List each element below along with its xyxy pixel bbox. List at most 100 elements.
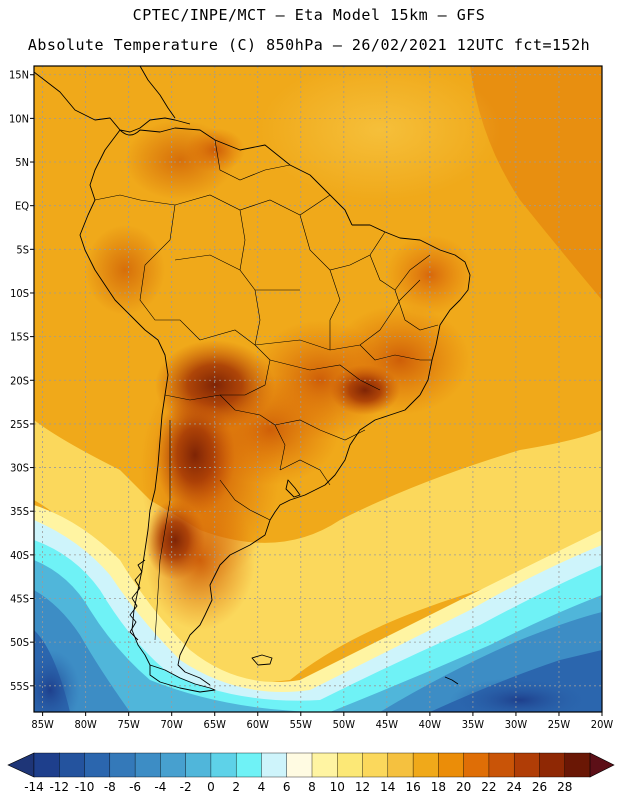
colorbar-swatch	[210, 752, 237, 778]
lat-label: 50S	[10, 636, 29, 649]
border-states-6	[329, 269, 341, 350]
lon-label: 40W	[419, 718, 442, 731]
colorbar-swatch	[564, 752, 591, 778]
colorbar-swatch	[513, 752, 540, 778]
colorbar-label: 12	[355, 780, 370, 794]
field-venezuela-warm	[185, 128, 245, 172]
lon-label: 25W	[548, 718, 571, 731]
coast-south-georgia	[444, 676, 459, 685]
field-ne-atlantic	[470, 66, 602, 300]
border-states-2	[269, 359, 381, 391]
lon-label: 70W	[161, 718, 184, 731]
colorbar-label: -2	[180, 780, 192, 794]
lat-label: 55S	[10, 680, 29, 693]
colorbar-swatch	[463, 752, 490, 778]
field-minas-hot	[330, 365, 400, 415]
colorbar-label: -6	[129, 780, 141, 794]
longitude-labels: 85W 80W 75W 70W 65W 60W 55W 50W 45W 40W 35W 30W 25W 2…	[31, 712, 613, 731]
colorbar-label: 8	[308, 780, 316, 794]
colorbar-label: 10	[330, 780, 345, 794]
colorbar-label: 22	[481, 780, 496, 794]
lat-label: 20S	[10, 374, 29, 387]
lat-label: 25S	[10, 418, 29, 431]
colorbar-low-arrow	[7, 752, 35, 778]
lat-label: 5N	[15, 156, 29, 169]
colorbar-swatch	[134, 752, 161, 778]
border-states-9	[359, 344, 432, 361]
lon-label: 65W	[204, 718, 227, 731]
border-ecuador	[94, 194, 141, 201]
colorbar-swatch	[109, 752, 136, 778]
border-chile-argentina-north	[164, 394, 221, 401]
coast-caribbean	[139, 65, 176, 119]
colorbar-swatch	[387, 752, 414, 778]
colorbar-swatch	[488, 752, 515, 778]
coast-chile-fjords	[129, 559, 146, 641]
temperature-field	[34, 66, 602, 712]
colorbar-swatch	[185, 752, 212, 778]
colorbar-swatch	[84, 752, 111, 778]
lat-label: 10N	[9, 112, 29, 125]
colorbar-swatch	[311, 752, 338, 778]
colorbar-label: 0	[207, 780, 215, 794]
field-deep-blue-se	[450, 678, 590, 712]
colorbar-label: 20	[456, 780, 471, 794]
colorbar-label: 2	[232, 780, 240, 794]
latitude-labels: 15N 10N 5N EQ 5S 10S 15S 20S 25S 30S 35S 40S 45S 50S 5…	[9, 69, 34, 693]
colorbar-swatch	[337, 752, 364, 778]
coast-lagoon	[285, 479, 301, 498]
colorbar-label: -12	[49, 780, 69, 794]
colorbar-swatch	[539, 752, 566, 778]
colorbar-swatch	[160, 752, 187, 778]
lat-label: 35S	[10, 505, 29, 518]
colorbar-label: -10	[75, 780, 95, 794]
colorbar-label: 14	[380, 780, 395, 794]
border-states-3	[274, 419, 366, 441]
colorbar-label: 24	[507, 780, 522, 794]
borders	[94, 139, 439, 641]
lon-label: 55W	[290, 718, 313, 731]
colorbar	[7, 752, 615, 778]
border-argentina-prov	[219, 479, 271, 521]
lon-label: 80W	[74, 718, 97, 731]
lat-label: 45S	[10, 593, 29, 606]
lon-label: 30W	[505, 718, 528, 731]
border-chile-argentina	[154, 420, 171, 641]
lat-label: 30S	[10, 462, 29, 475]
lon-label: 45W	[376, 718, 399, 731]
colorbar-label: 4	[258, 780, 266, 794]
map-frame	[33, 65, 603, 713]
colorbar-label: -8	[104, 780, 116, 794]
lon-label: 20W	[591, 718, 614, 731]
coast-north	[119, 127, 353, 226]
colorbar-label: 18	[431, 780, 446, 794]
field-argentina-hot	[155, 395, 235, 515]
colorbar-swatch	[261, 752, 288, 778]
colorbar-swatch	[235, 752, 262, 778]
border-paraguay	[219, 394, 286, 471]
lon-label: 50W	[333, 718, 356, 731]
colorbar-label: -4	[154, 780, 166, 794]
colorbar-swatch	[412, 752, 439, 778]
coastlines	[33, 65, 471, 693]
lat-label: 15N	[9, 69, 29, 82]
colorbar-swatch	[59, 752, 86, 778]
coast-argentina	[177, 489, 316, 686]
title-line-2: Absolute Temperature (C) 850hPa — 26/02/…	[27, 36, 591, 54]
border-peru-brazil	[139, 204, 201, 341]
field-deep-blue-sw	[34, 650, 80, 712]
lat-label: 10S	[10, 287, 29, 300]
coast-tierra-del-fuego	[149, 664, 216, 693]
field-peru-warm	[85, 225, 165, 315]
border-states-8	[394, 289, 439, 331]
lon-label: 35W	[462, 718, 485, 731]
lat-label: 40S	[10, 549, 29, 562]
colorbar-high-arrow	[589, 752, 615, 778]
colorbar-label: 16	[405, 780, 420, 794]
lat-label: 5S	[16, 243, 29, 256]
lon-label: 60W	[247, 718, 270, 731]
colorbar-swatch	[33, 752, 60, 778]
lon-label: 75W	[117, 718, 140, 731]
lat-label: EQ	[15, 200, 29, 213]
